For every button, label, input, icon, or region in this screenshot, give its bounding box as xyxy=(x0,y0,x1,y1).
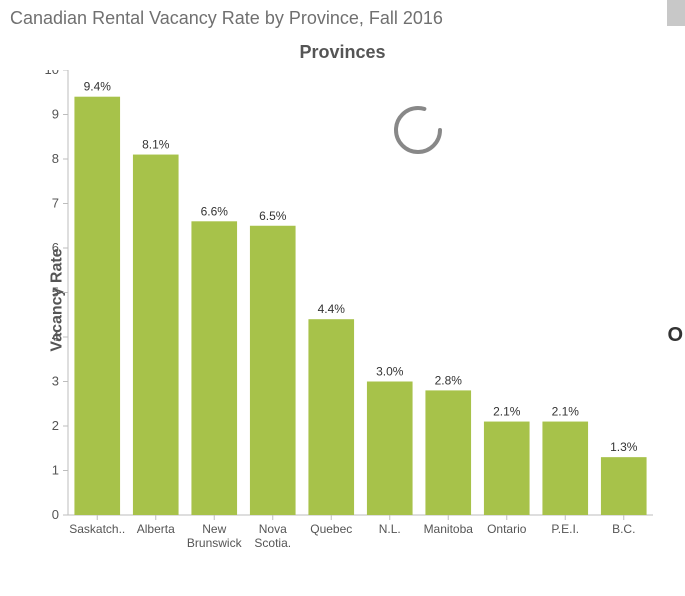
bar[interactable] xyxy=(250,226,296,515)
svg-text:N.L.: N.L. xyxy=(379,522,401,536)
svg-text:Alberta: Alberta xyxy=(137,522,175,536)
chart-area: 0 1 2 3 4 5 6 7 8 9 10 9.4% Saskatch.. 8.1% Alberta 6.6… xyxy=(34,70,654,578)
svg-text:3.0%: 3.0% xyxy=(376,365,404,379)
svg-text:3: 3 xyxy=(52,374,59,389)
bar[interactable] xyxy=(367,382,413,516)
svg-text:6: 6 xyxy=(52,240,59,255)
svg-text:7: 7 xyxy=(52,196,59,211)
svg-text:4.4%: 4.4% xyxy=(318,302,346,316)
svg-text:2.8%: 2.8% xyxy=(435,373,463,387)
svg-text:Nova: Nova xyxy=(259,522,287,536)
bar[interactable] xyxy=(133,155,179,515)
bar[interactable] xyxy=(484,422,530,515)
svg-text:8.1%: 8.1% xyxy=(142,138,170,152)
bar[interactable] xyxy=(191,221,237,515)
bar[interactable] xyxy=(425,390,471,515)
svg-text:9.4%: 9.4% xyxy=(84,80,112,94)
svg-text:4: 4 xyxy=(52,329,59,344)
bar-chart: 0 1 2 3 4 5 6 7 8 9 10 9.4% Saskatch.. 8.1% Alberta 6.6… xyxy=(34,70,654,578)
loading-spinner-icon xyxy=(390,102,446,158)
svg-text:1.3%: 1.3% xyxy=(610,440,638,454)
svg-text:P.E.I.: P.E.I. xyxy=(551,522,579,536)
svg-text:Manitoba: Manitoba xyxy=(424,522,474,536)
chart-title: Canadian Rental Vacancy Rate by Province… xyxy=(10,8,443,29)
chart-subtitle: Provinces xyxy=(0,42,685,63)
svg-text:2.1%: 2.1% xyxy=(493,405,521,419)
svg-text:9: 9 xyxy=(52,107,59,122)
bar[interactable] xyxy=(308,319,354,515)
svg-text:Saskatch..: Saskatch.. xyxy=(69,522,125,536)
svg-text:Quebec: Quebec xyxy=(310,522,352,536)
svg-text:10: 10 xyxy=(45,70,59,77)
svg-text:8: 8 xyxy=(52,151,59,166)
bar[interactable] xyxy=(74,97,120,515)
cutoff-letter: O xyxy=(667,324,683,347)
svg-text:5: 5 xyxy=(52,285,59,300)
svg-text:New: New xyxy=(202,522,226,536)
svg-text:1: 1 xyxy=(52,463,59,478)
svg-text:Scotia.: Scotia. xyxy=(254,536,291,550)
svg-text:2: 2 xyxy=(52,418,59,433)
svg-text:B.C.: B.C. xyxy=(612,522,635,536)
bar[interactable] xyxy=(542,422,588,515)
page-root: Canadian Rental Vacancy Rate by Province… xyxy=(0,0,685,596)
svg-text:2.1%: 2.1% xyxy=(552,405,580,419)
scrollbar-fragment[interactable] xyxy=(667,0,685,26)
svg-text:0: 0 xyxy=(52,507,59,522)
svg-text:Brunswick: Brunswick xyxy=(187,536,243,550)
svg-text:6.6%: 6.6% xyxy=(201,204,229,218)
bar[interactable] xyxy=(601,457,647,515)
svg-text:6.5%: 6.5% xyxy=(259,209,287,223)
svg-text:Ontario: Ontario xyxy=(487,522,527,536)
